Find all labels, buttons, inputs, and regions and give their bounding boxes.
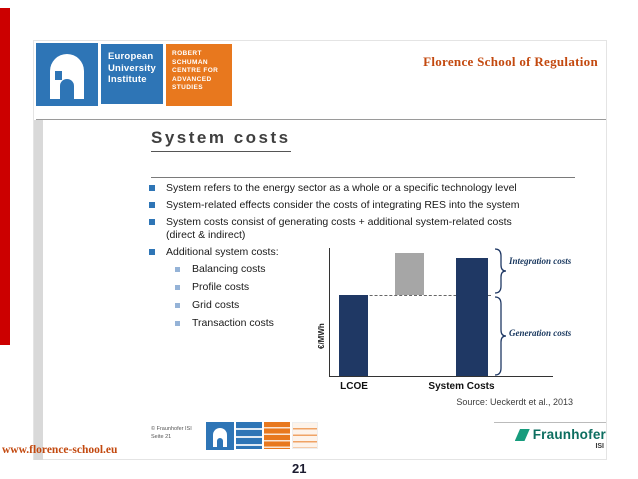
eui-name-line: European xyxy=(108,51,154,62)
copyright-text: © Fraunhofer ISI xyxy=(151,426,192,432)
slide: European University Institute ROBERT SCH… xyxy=(33,40,607,460)
y-axis xyxy=(329,248,330,377)
bullet-item: Additional system costs: xyxy=(149,246,589,259)
bullet-square-icon xyxy=(149,249,155,255)
y-axis-label: €/MWh xyxy=(317,323,326,349)
sub-bullet-item: Profile costs xyxy=(175,281,589,294)
sub-bullet-text: Profile costs xyxy=(192,281,250,293)
eui-name-box: European University Institute xyxy=(101,44,163,104)
sub-bullet-item: Grid costs xyxy=(175,299,589,312)
rsc-line: SCHUMAN xyxy=(172,58,209,66)
eui-arch-icon xyxy=(50,54,84,99)
system-costs-bar xyxy=(456,258,488,376)
school-title: Florence School of Regulation xyxy=(423,54,598,69)
sub-bullet-text: Balancing costs xyxy=(192,263,266,275)
bullet-text: System refers to the energy sector as a … xyxy=(166,182,517,194)
sub-bullet-text: Transaction costs xyxy=(192,317,274,329)
dashed-reference-line xyxy=(340,295,491,297)
fraunhofer-logo: Fraunhofer ISI xyxy=(494,422,606,450)
source-note: Source: Ueckerdt et al., 2013 xyxy=(456,397,573,407)
eui-logo xyxy=(36,43,98,106)
header-divider xyxy=(36,119,606,120)
bullet-square-icon xyxy=(149,185,155,191)
eui-name-line: University xyxy=(108,62,156,74)
rsc-line: ROBERT xyxy=(172,50,202,57)
generation-costs-label: Generation costs xyxy=(509,328,572,338)
lcoe-bar xyxy=(339,295,368,376)
x-axis xyxy=(329,376,553,377)
x-label-lcoe: LCOE xyxy=(340,381,368,392)
fraunhofer-flag-icon xyxy=(514,429,530,441)
fraunhofer-wordmark: Fraunhofer xyxy=(532,427,606,442)
integration-brace-icon xyxy=(494,248,507,294)
bullet-square-icon xyxy=(149,219,155,225)
x-label-system-costs: System Costs xyxy=(428,381,495,392)
red-accent-bar xyxy=(0,8,10,345)
integration-costs-label: Integration costs xyxy=(509,256,572,266)
eui-mini-textbox xyxy=(236,422,262,449)
eui-name-line: Institute xyxy=(108,74,147,85)
bullet-item: System-related effects consider the cost… xyxy=(149,199,589,212)
system-costs-chart: €/MWh Integration costs Generation costs… xyxy=(301,244,579,402)
bullet-square-icon xyxy=(149,202,155,208)
generation-brace-icon xyxy=(494,296,507,376)
bullet-item: System costs consist of generating costs… xyxy=(149,216,589,242)
bullet-list: System refers to the energy sector as a … xyxy=(149,182,589,335)
sub-bullet-square-icon xyxy=(175,285,180,290)
rsc-line: STUDIES xyxy=(172,84,203,91)
rsc-mini-logo xyxy=(264,422,290,449)
bullet-text: System-related effects consider the cost… xyxy=(166,199,520,211)
fraunhofer-institute-label: ISI xyxy=(595,443,604,450)
sub-bullet-item: Balancing costs xyxy=(175,263,589,276)
integration-costs-bar xyxy=(395,252,424,296)
page-label: Seite 21 xyxy=(151,434,172,440)
sub-bullet-square-icon xyxy=(175,321,180,326)
sub-bullet-item: Transaction costs xyxy=(175,317,589,330)
sub-bullet-square-icon xyxy=(175,267,180,272)
bullet-item: System refers to the energy sector as a … xyxy=(149,182,589,195)
slide-edge-strip xyxy=(34,120,43,460)
site-url-link[interactable]: www.florence-school.eu xyxy=(2,444,118,456)
sub-bullet-text: Grid costs xyxy=(192,299,240,311)
title-divider xyxy=(151,177,575,178)
rsc-line: ADVANCED xyxy=(172,75,212,83)
fsr-mini-logo xyxy=(292,422,318,449)
footer-logos xyxy=(206,422,318,452)
eui-mini-logo xyxy=(206,422,234,450)
bullet-text: System costs consist of generating costs… xyxy=(166,216,512,241)
slide-title: System costs xyxy=(151,128,291,152)
footer-text: © Fraunhofer ISI Seite 21 xyxy=(151,425,192,441)
page-number: 21 xyxy=(292,461,307,476)
bullet-text: Additional system costs: xyxy=(166,246,279,258)
rsc-line: CENTRE FOR xyxy=(172,67,219,74)
rsc-logo: ROBERT SCHUMAN CENTRE FOR ADVANCED STUDI… xyxy=(166,44,232,106)
sub-bullet-square-icon xyxy=(175,303,180,308)
